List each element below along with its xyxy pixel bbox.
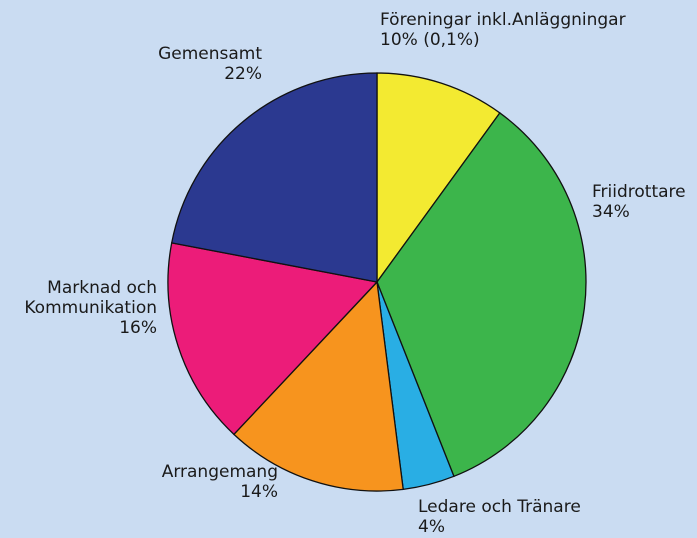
slice-label: Friidrottare 34% [592, 182, 697, 222]
slice-label: Marknad och Kommunikation 16% [0, 278, 157, 338]
slice-label: Ledare och Tränare 4% [418, 497, 638, 537]
category-name: Ledare och Tränare [418, 497, 581, 517]
category-name: Friidrottare [592, 182, 686, 202]
category-name: Gemensamt [158, 44, 262, 64]
value-label: 14% [240, 482, 278, 502]
value-label: 10% (0,1%) [380, 30, 480, 50]
pie-slice [376, 72, 501, 285]
value-label: 16% [119, 318, 157, 338]
pie-slice [167, 242, 379, 436]
value-label: 34% [592, 202, 630, 222]
pie-slice [170, 72, 378, 283]
value-label: 4% [418, 517, 445, 537]
slice-label: Föreningar inkl.Anläggningar 10% (0,1%) [380, 10, 680, 50]
slice-label: Gemensamt 22% [100, 44, 262, 84]
pie-slice [233, 280, 404, 492]
category-name: Arrangemang [161, 462, 278, 482]
pie-slice [376, 112, 587, 478]
category-name: Föreningar inkl.Anläggningar [380, 10, 626, 30]
category-name: Marknad och Kommunikation [24, 278, 157, 318]
slice-label: Arrangemang 14% [108, 462, 278, 502]
value-label: 22% [224, 64, 262, 84]
